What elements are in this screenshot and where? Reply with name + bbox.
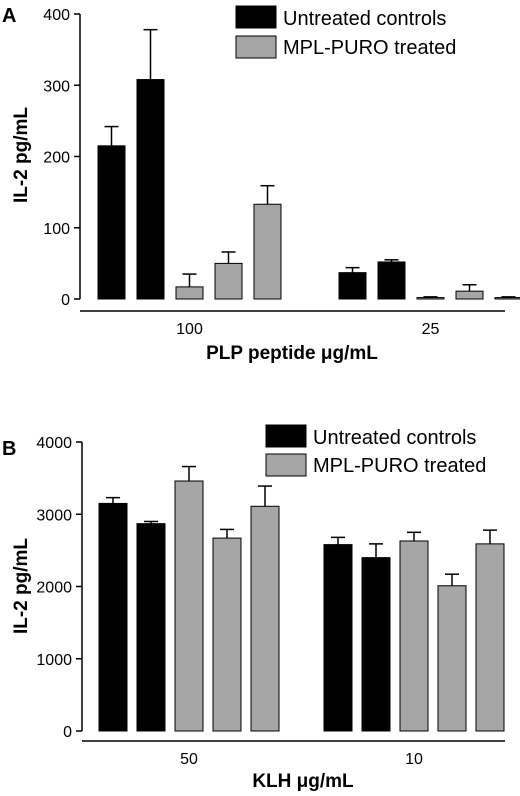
panel-a-x-tick-label: 100 [176, 321, 203, 338]
panel-b-bar [250, 505, 280, 732]
panel-b-x-tick-label: 10 [405, 751, 423, 768]
panel-b-bar [475, 543, 505, 732]
panel-b-axes: 0 1000 2000 3000 4000 50 10 [36, 435, 505, 768]
panel-b-bar [323, 544, 353, 732]
panel-a-bar [175, 286, 204, 300]
panel-a-bar [214, 262, 243, 300]
panel-b-bar [212, 537, 242, 732]
panel-a-bar [455, 290, 484, 300]
panel-a-bar [338, 272, 367, 300]
panel-a-bar [97, 145, 126, 300]
panel-b-bar [136, 523, 166, 732]
panel-a-axes: 0 100 200 300 400 100 25 [43, 7, 505, 338]
panel-a-bars [97, 28, 520, 300]
panel-b-y-tick-label: 0 [63, 724, 72, 741]
panel-b-y-tick-label: 4000 [36, 435, 72, 452]
panel-a-y-tick-label: 300 [43, 78, 70, 95]
panel-a-y-tick-label: 400 [43, 7, 70, 24]
panel-a-y-tick-label: 0 [61, 292, 70, 309]
panel-a-legend-swatch-treated [235, 35, 277, 59]
panel-a-bar [416, 297, 445, 300]
panel-b-y-tick-label: 1000 [36, 652, 72, 669]
panel-a-legend-swatch-untreated [235, 5, 277, 29]
panel-b-bar [361, 557, 391, 732]
panel-b-legend-swatch-untreated [265, 424, 307, 448]
panel-b-x-axis-label: KLH μg/mL [252, 771, 354, 792]
panel-b: B IL-2 pg/mL KLH μg/mL 0 1000 2000 3000 4000… [2, 424, 505, 792]
panel-a-x-axis-label: PLP peptide μg/mL [206, 343, 378, 364]
panel-a-x-tick-label: 25 [422, 321, 440, 338]
panel-a-bar [253, 203, 282, 300]
panel-b-bar [437, 585, 467, 732]
panel-a-y-axis-label: IL-2 pg/mL [11, 107, 32, 203]
panel-b-label: B [2, 438, 16, 460]
panel-a: A IL-2 pg/mL PLP peptide μg/mL 0 100 200 30… [2, 5, 520, 364]
panel-b-legend-untreated: Untreated controls [313, 427, 476, 449]
panel-b-bar [399, 540, 429, 732]
panel-b-y-axis-label: IL-2 pg/mL [11, 538, 32, 634]
panel-b-bar [174, 480, 204, 732]
panel-b-legend: Untreated controls MPL-PURO treated [265, 424, 486, 477]
panel-b-legend-swatch-treated [265, 453, 307, 477]
panel-b-x-tick-label: 50 [180, 751, 198, 768]
panel-a-y-tick-label: 200 [43, 150, 70, 167]
panel-a-y-tick-label: 100 [43, 221, 70, 238]
panel-b-bar [98, 502, 128, 732]
panel-a-legend-treated: MPL-PURO treated [283, 37, 456, 59]
panel-b-y-tick-label: 2000 [36, 580, 72, 597]
panel-a-label: A [2, 5, 16, 27]
panel-a-bar [377, 261, 406, 300]
panel-b-legend-treated: MPL-PURO treated [313, 455, 486, 477]
panel-a-bar [494, 297, 520, 300]
panel-b-y-tick-label: 3000 [36, 507, 72, 524]
panel-b-bars [98, 465, 505, 732]
panel-a-legend: Untreated controls MPL-PURO treated [235, 5, 456, 59]
panel-a-bar [136, 79, 165, 300]
panel-a-legend-untreated: Untreated controls [283, 8, 446, 30]
